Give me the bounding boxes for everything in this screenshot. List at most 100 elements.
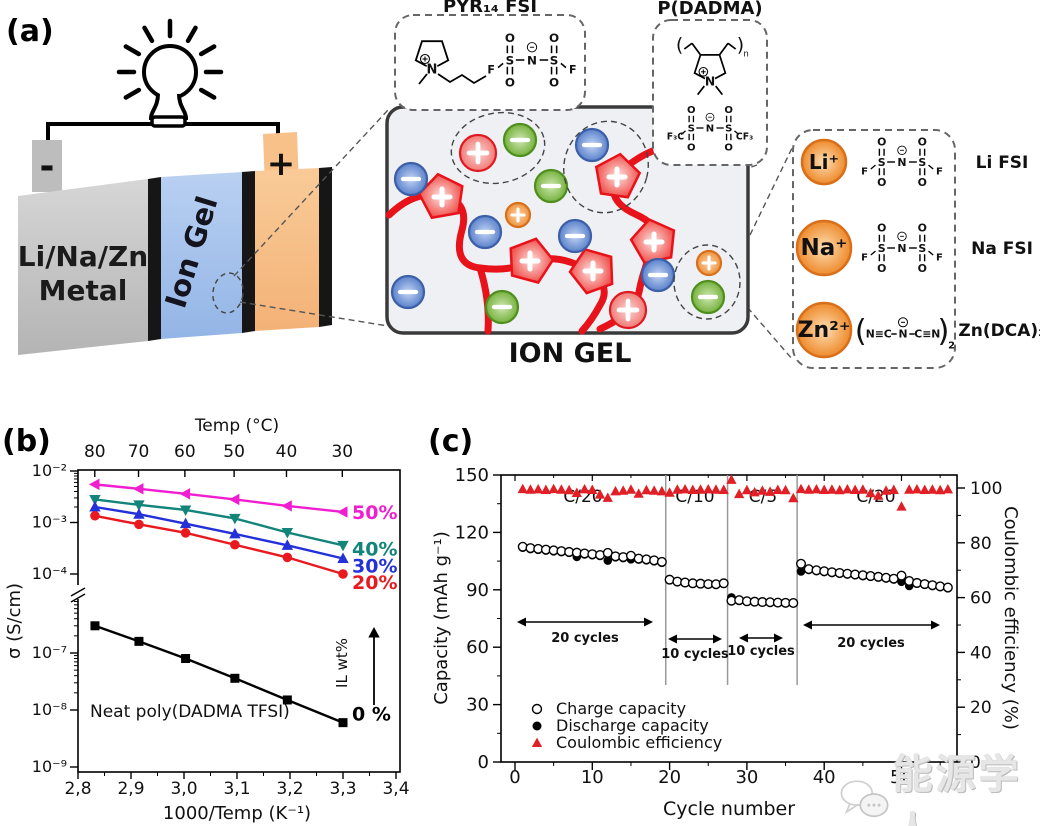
pdadma-ring-icon: N () n: [676, 34, 749, 96]
x-tick-label: 40: [813, 767, 836, 788]
svg-text:S: S: [506, 53, 515, 67]
y-tick-label: 10⁻⁸: [32, 700, 67, 719]
negative-sign: -: [40, 146, 55, 187]
svg-text:O: O: [877, 262, 886, 275]
legend-label: Coulombic efficiency: [556, 733, 722, 752]
cycles-annotation: 20 cycles: [837, 636, 905, 651]
svg-text:F: F: [487, 64, 495, 77]
svg-text:S: S: [688, 124, 695, 135]
svg-text:n: n: [743, 50, 748, 60]
svg-text:S: S: [878, 156, 886, 169]
salt-name-label: Na FSI: [971, 239, 1033, 259]
ion-gel-caption: ION GEL: [509, 338, 632, 369]
anion-blue-icon: [390, 274, 426, 310]
svg-text:(: (: [855, 314, 867, 349]
x-tick-label: 20: [658, 767, 681, 788]
legend-label: Discharge capacity: [556, 716, 709, 735]
positive-sign: +: [267, 144, 296, 184]
svg-text:F₃C: F₃C: [667, 132, 684, 143]
cation-red-icon: [608, 290, 648, 330]
svg-text:O: O: [918, 136, 927, 149]
negative-tab: [32, 140, 62, 192]
top-tick-label: 80: [84, 442, 106, 462]
conductivity-series-40%: 40%: [89, 494, 397, 560]
series-label: 20%: [352, 572, 397, 594]
left-axis-title: Capacity (mAh g⁻¹): [431, 531, 452, 705]
svg-text:): ): [938, 314, 950, 349]
svg-text:F: F: [861, 252, 868, 263]
watermark: 能源学人: [838, 742, 1040, 826]
pyrrolidinium-ring-icon: N: [414, 40, 487, 85]
x-tick-label: 3,3: [329, 779, 356, 799]
neat-polymer-annotation: Neat poly(DADMA TFSI): [90, 702, 290, 722]
panel-b-conductivity-chart: Temp (°C) 80 70 60 50 40 30 10⁻² 10⁻³ 10⁻⁴ 10⁻⁷ 10⁻…: [4, 416, 410, 824]
coulombic-efficiency-series: [517, 474, 954, 511]
capacity-tick-label: 0: [478, 752, 489, 773]
svg-text:O: O: [505, 75, 515, 89]
efficiency-tick-label: 80: [970, 534, 992, 554]
anion-blue-icon: [467, 214, 503, 250]
y-tick-label: 10⁻⁷: [32, 643, 67, 662]
x-tick-label: 50: [890, 767, 913, 788]
svg-text:F: F: [936, 166, 943, 177]
svg-text:O: O: [877, 136, 886, 149]
il-wt-annotation: IL wt%: [333, 638, 351, 688]
highlight-ellipse: [450, 111, 546, 185]
svg-text:F: F: [936, 252, 943, 263]
efficiency-tick-label: 20: [970, 698, 992, 718]
svg-text:O: O: [918, 262, 927, 275]
chat-bubbles-icon: [840, 780, 889, 818]
svg-text:CF₃: CF₃: [736, 132, 753, 143]
anion-blue-icon: [640, 257, 676, 293]
cation-label: Li⁺: [809, 150, 839, 174]
x-axis-title: Cycle number: [663, 798, 795, 820]
svg-text:N: N: [898, 328, 907, 341]
panel-c-label: (c): [428, 424, 474, 459]
charge-capacity-series: [517, 541, 953, 609]
svg-text:S: S: [918, 156, 926, 169]
polycation-pentagon-icon: [568, 247, 614, 295]
svg-text:O: O: [549, 75, 559, 89]
top-tick-label: 60: [174, 442, 196, 462]
highlight-ellipse: [563, 120, 649, 214]
dca-structure-icon: N≡C N C≡N ()2: [855, 314, 955, 351]
svg-text:O: O: [687, 142, 696, 153]
top-tick-label: 70: [128, 442, 150, 462]
capacity-tick-label: 60: [466, 637, 489, 658]
svg-text:N: N: [705, 75, 715, 89]
electrode-label: Metal: [39, 274, 128, 307]
salt-row: Zn²⁺ N≡C N C≡N ()2: [795, 301, 955, 359]
top-tick-label: 50: [223, 442, 245, 462]
panel-a-label: (a): [6, 14, 54, 49]
svg-text:N: N: [527, 53, 537, 67]
light-bulb-icon: [116, 18, 224, 128]
anion-blue-icon: [393, 161, 429, 197]
svg-text:O: O: [505, 31, 515, 45]
y-tick-label: 10⁻⁴: [32, 564, 67, 583]
cycles-annotation: 10 cycles: [727, 644, 795, 659]
polycation-pentagon-icon: [509, 237, 555, 284]
conductivity-series-0%: 0 %: [90, 621, 391, 728]
conductivity-series-50%: 50%: [88, 478, 397, 524]
cation-red-icon: [458, 133, 498, 173]
svg-text:N≡C: N≡C: [866, 328, 892, 341]
cation-orange-icon: [504, 201, 532, 229]
capacity-tick-label: 120: [455, 522, 489, 543]
efficiency-tick-label: 0: [970, 753, 981, 773]
watermark-text: 能源学人: [892, 752, 1022, 826]
ion-gel-layer: [161, 172, 242, 339]
legend-label: Charge capacity: [556, 699, 686, 718]
cathode-layer: [255, 168, 319, 331]
svg-text:N: N: [897, 242, 906, 255]
svg-text:O: O: [877, 176, 886, 189]
pyr14-fsi-title: PYR₁₄ FSI: [443, 0, 537, 17]
anion-green-icon: [690, 279, 726, 315]
